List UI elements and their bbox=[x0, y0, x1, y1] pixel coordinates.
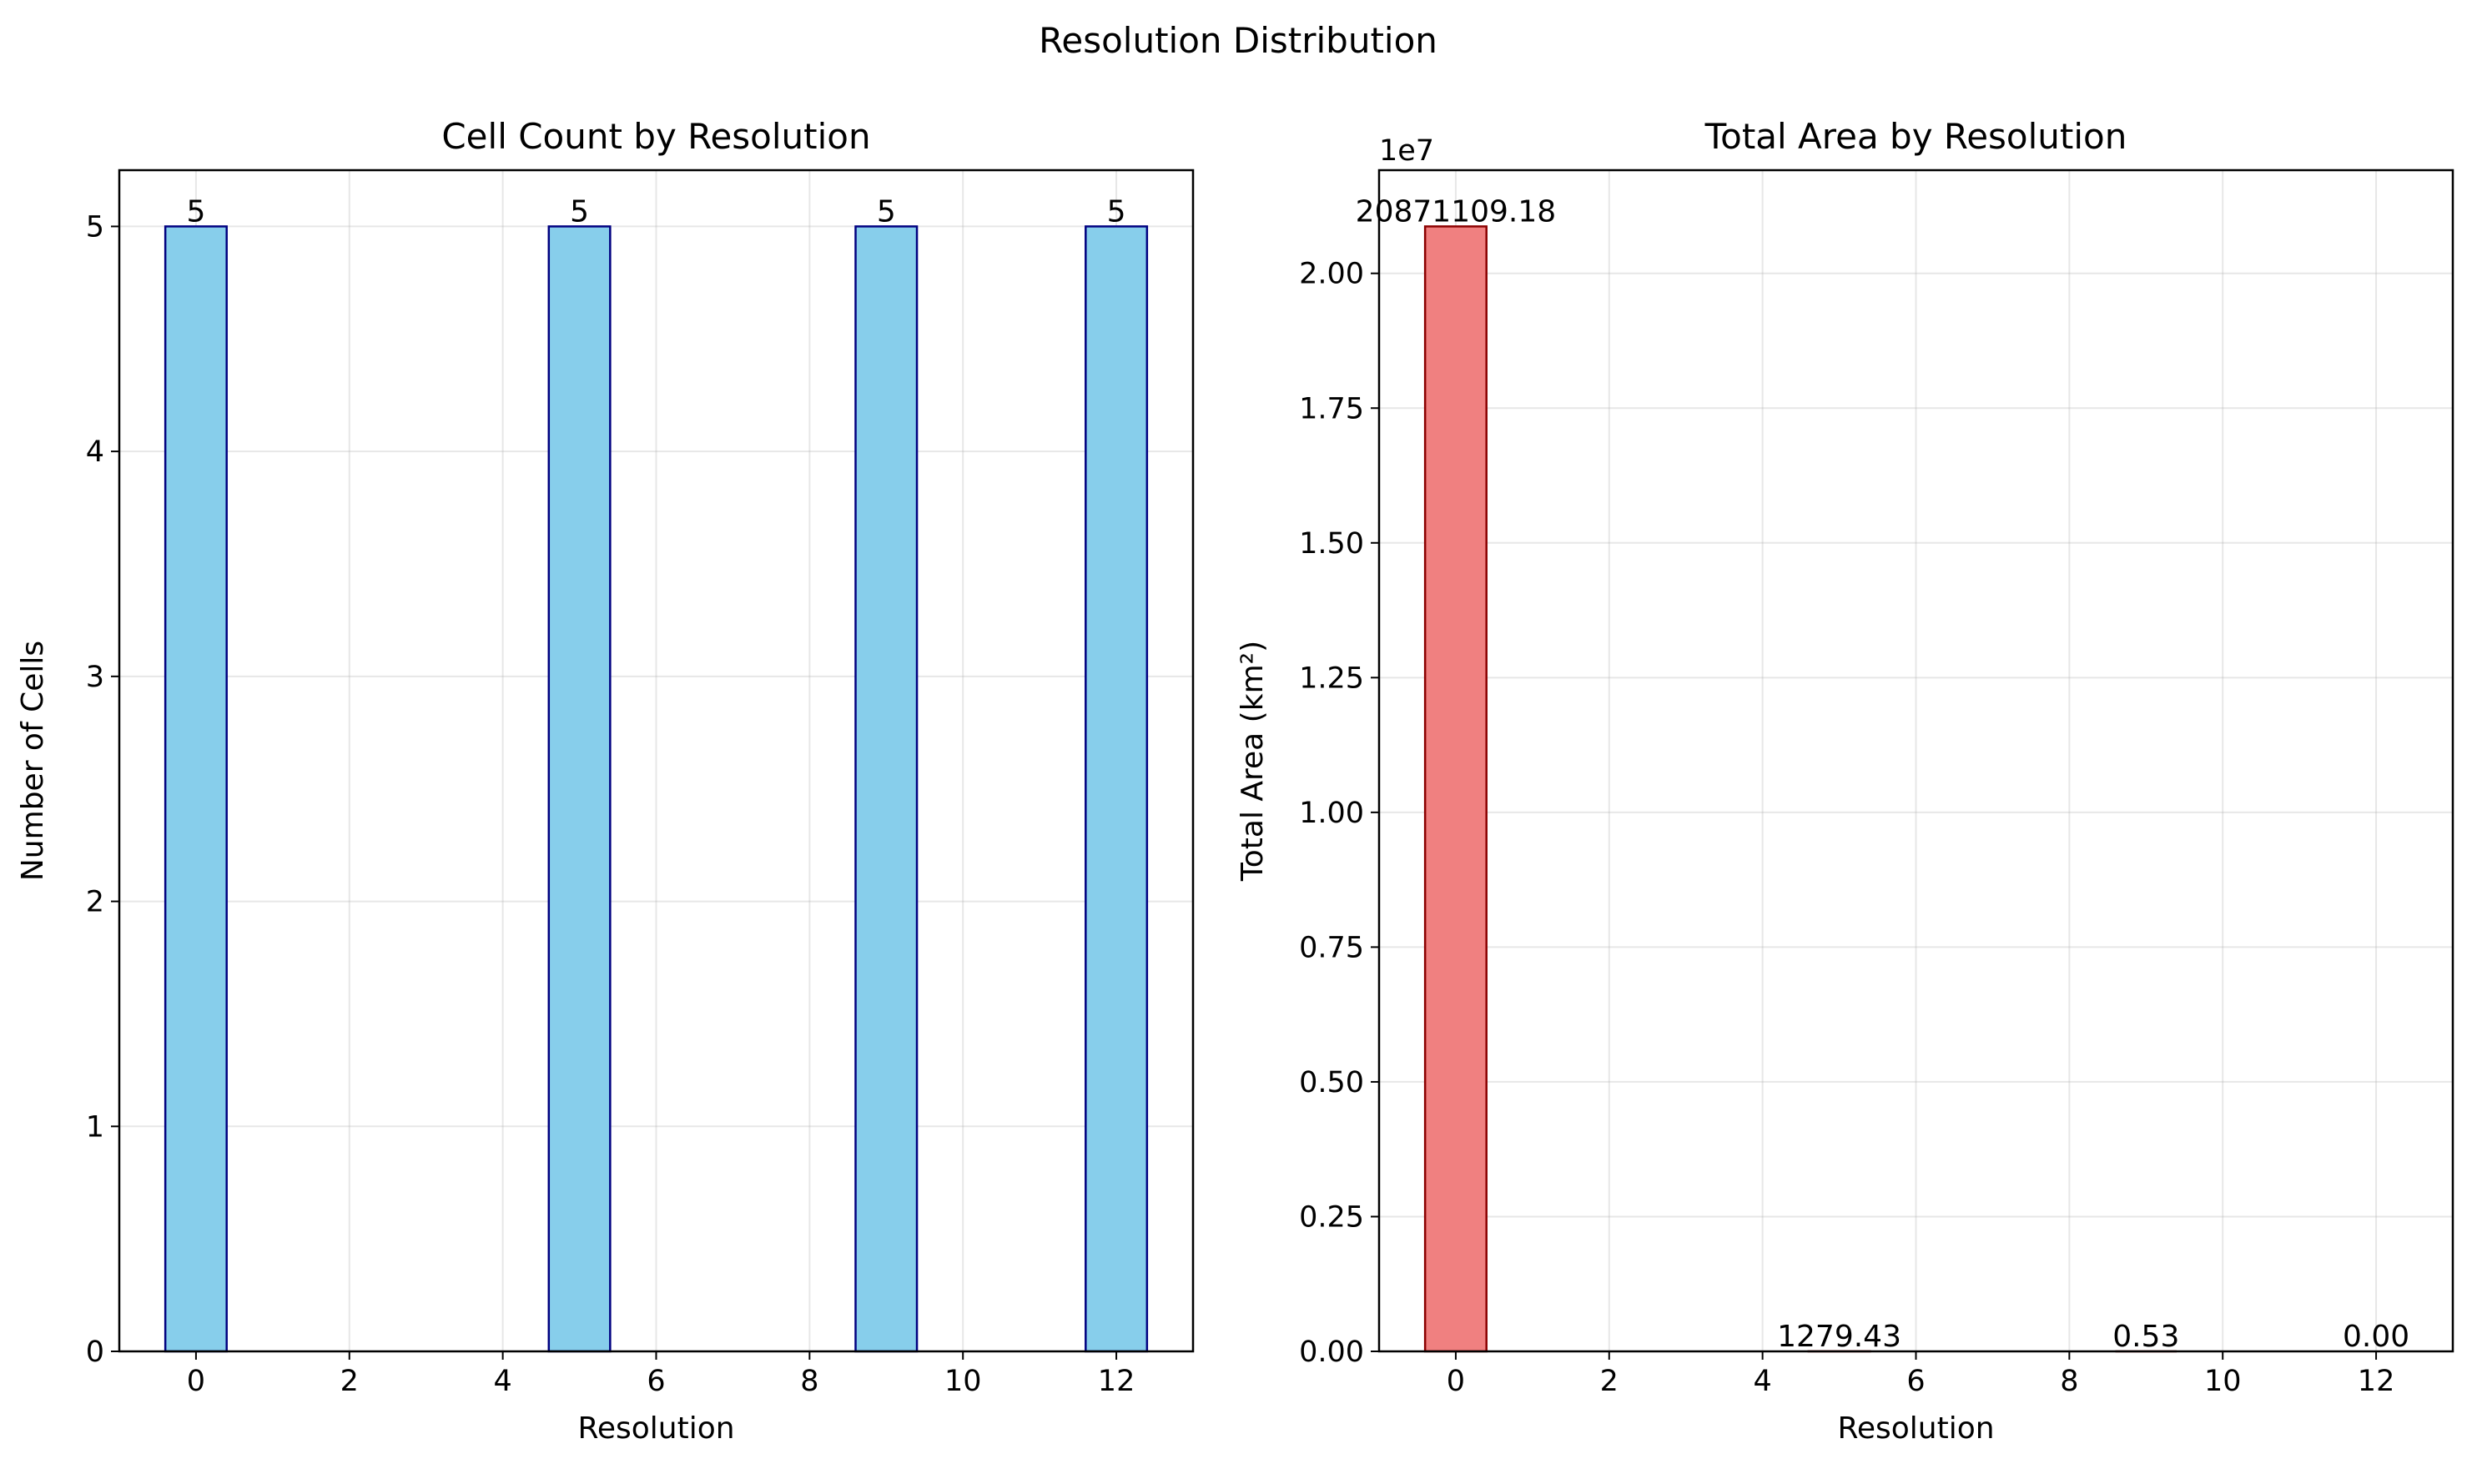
bar bbox=[854, 225, 919, 1353]
y-tick-label: 3 bbox=[86, 661, 104, 694]
y-tick-label: 1.00 bbox=[1299, 797, 1364, 830]
x-tick-label: 8 bbox=[800, 1365, 818, 1398]
bar bbox=[1423, 225, 1488, 1353]
x-tick-label: 4 bbox=[1754, 1365, 1772, 1398]
bar-value-label: 5 bbox=[570, 194, 589, 229]
grid bbox=[1379, 170, 2453, 1352]
y-axis-label: Total Area (km²) bbox=[1236, 641, 1270, 882]
y-tick-label: 4 bbox=[86, 435, 104, 469]
bars bbox=[164, 225, 1149, 1353]
total-area-chart: 20871109.18 1279.43 0.53 0.00 0 2 4 6 8 10 12 0.0… bbox=[1236, 116, 2454, 1446]
y-tick-label: 1.25 bbox=[1299, 662, 1364, 695]
y-axis-ticks: 0 1 2 3 4 5 bbox=[86, 210, 119, 1369]
x-tick-label: 2 bbox=[340, 1365, 359, 1398]
y-tick-label: 1.75 bbox=[1299, 392, 1364, 425]
bar-value-label: 5 bbox=[1107, 194, 1126, 229]
y-tick-label: 2.00 bbox=[1299, 258, 1364, 291]
x-tick-label: 2 bbox=[1600, 1365, 1619, 1398]
bar-value-label: 20871109.18 bbox=[1356, 194, 1557, 229]
y-tick-label: 5 bbox=[86, 210, 104, 244]
chart-title: Cell Count by Resolution bbox=[441, 116, 870, 157]
figure-suptitle: Resolution Distribution bbox=[1039, 20, 1437, 61]
x-tick-label: 4 bbox=[494, 1365, 512, 1398]
bars bbox=[1423, 225, 2178, 1353]
x-tick-label: 10 bbox=[944, 1365, 982, 1398]
x-axis-label: Resolution bbox=[577, 1411, 734, 1446]
bar-value-label: 0.53 bbox=[2112, 1320, 2179, 1354]
x-tick-label: 10 bbox=[2204, 1365, 2242, 1398]
bar bbox=[547, 225, 612, 1353]
y-tick-label: 0.00 bbox=[1299, 1336, 1364, 1369]
y-tick-label: 1 bbox=[86, 1110, 104, 1144]
bar-value-labels: 5 5 5 5 bbox=[186, 194, 1125, 229]
bar-value-label: 0.00 bbox=[2343, 1320, 2409, 1354]
x-tick-label: 6 bbox=[1906, 1365, 1925, 1398]
x-axis-ticks: 0 2 4 6 8 10 12 bbox=[1447, 1351, 2395, 1398]
x-tick-label: 8 bbox=[2060, 1365, 2078, 1398]
x-tick-label: 0 bbox=[187, 1365, 205, 1398]
x-axis-label: Resolution bbox=[1837, 1411, 1994, 1446]
y-tick-label: 0 bbox=[86, 1336, 104, 1369]
chart-title: Total Area by Resolution bbox=[1704, 116, 2127, 157]
y-tick-label: 2 bbox=[86, 886, 104, 919]
y-tick-label: 0.75 bbox=[1299, 931, 1364, 964]
bar bbox=[1085, 225, 1149, 1353]
y-axis-ticks: 0.00 0.25 0.50 0.75 1.00 1.25 1.50 1.75 2.00 bbox=[1299, 258, 1379, 1369]
x-axis-ticks: 0 2 4 6 8 10 12 bbox=[187, 1351, 1135, 1398]
y-tick-label: 0.50 bbox=[1299, 1066, 1364, 1099]
grid bbox=[119, 170, 1193, 1352]
x-tick-label: 12 bbox=[2358, 1365, 2395, 1398]
x-tick-label: 6 bbox=[647, 1365, 665, 1398]
bar-value-labels: 20871109.18 1279.43 0.53 0.00 bbox=[1356, 194, 2409, 1354]
x-tick-label: 0 bbox=[1447, 1365, 1465, 1398]
bar-value-label: 5 bbox=[877, 194, 896, 229]
bar bbox=[164, 225, 228, 1353]
y-tick-label: 0.25 bbox=[1299, 1200, 1364, 1234]
y-tick-label: 1.50 bbox=[1299, 527, 1364, 561]
y-axis-offset: 1e7 bbox=[1379, 134, 1434, 168]
y-axis-label: Number of Cells bbox=[16, 641, 50, 881]
bar-value-label: 5 bbox=[186, 194, 205, 229]
x-tick-label: 12 bbox=[1098, 1365, 1135, 1398]
bar-value-label: 1279.43 bbox=[1777, 1320, 1901, 1354]
